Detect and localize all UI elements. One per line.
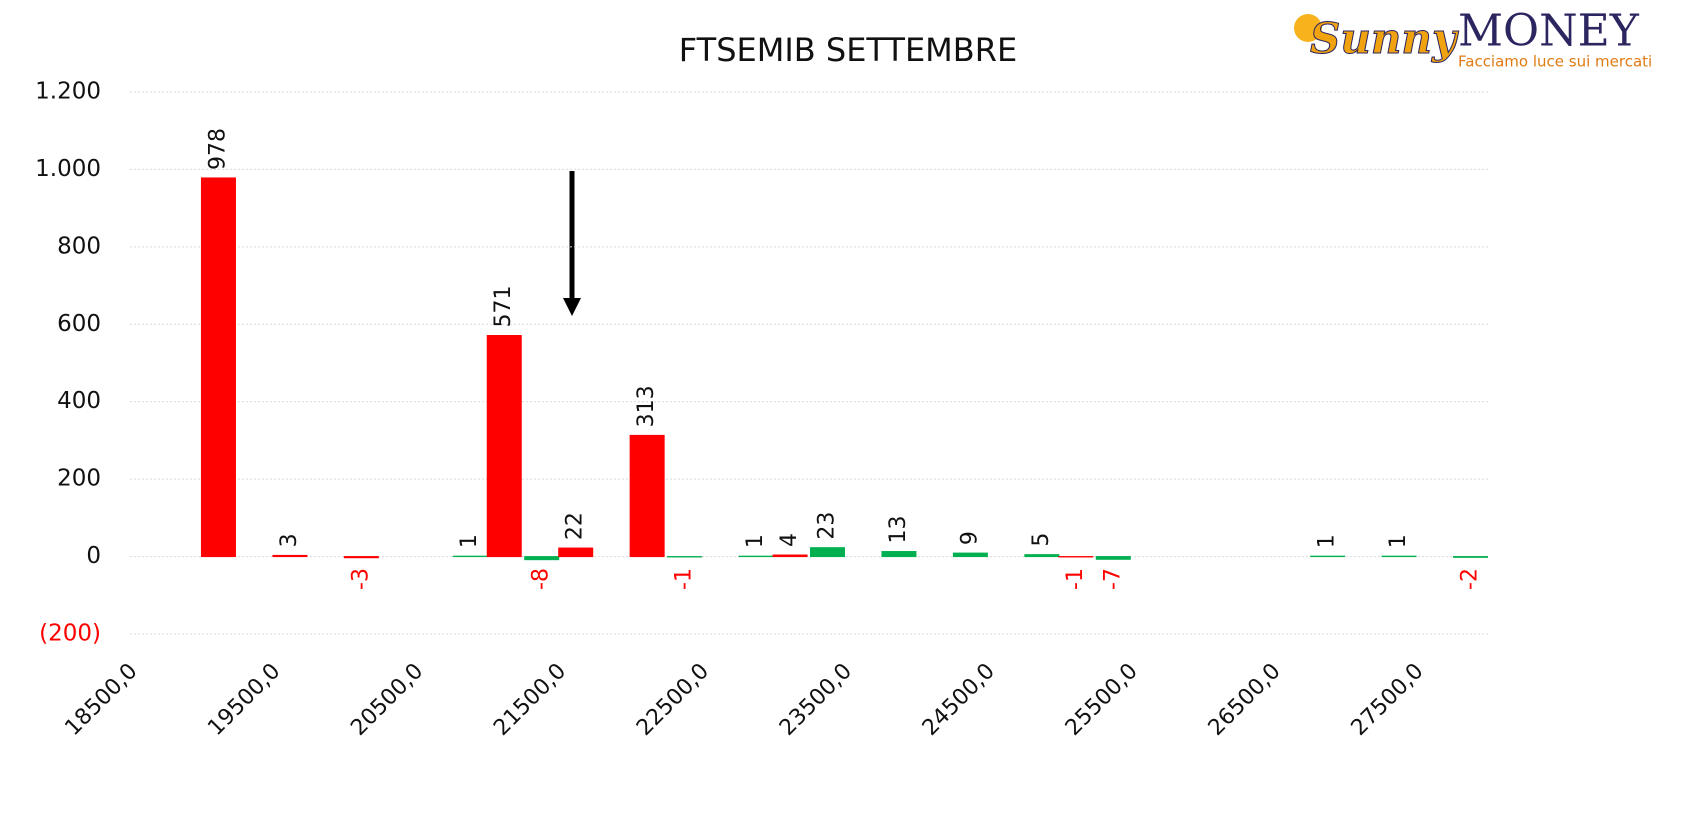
value-label: -3 [348, 568, 373, 590]
logo-brand: Sunny [1310, 14, 1459, 63]
value-label: 5 [1029, 533, 1054, 547]
arrow-head [563, 298, 581, 316]
bar [952, 552, 988, 558]
bar [629, 434, 665, 558]
value-label: 3 [277, 533, 302, 547]
value-label: 9 [957, 531, 982, 545]
value-label: -1 [1063, 568, 1088, 590]
value-label: 13 [886, 516, 911, 544]
value-label: -1 [672, 568, 697, 590]
value-label: 1 [743, 534, 768, 548]
bar [1095, 556, 1131, 560]
bar [558, 547, 594, 558]
value-label: 1 [1315, 534, 1340, 548]
value-label: -2 [1458, 568, 1483, 590]
y-tick-label: 1.000 [35, 156, 101, 182]
bar [772, 554, 808, 558]
y-tick-label: (200) [39, 621, 101, 647]
bar [343, 556, 379, 559]
bar [200, 177, 236, 558]
bar [486, 335, 522, 558]
value-label: 571 [491, 286, 516, 328]
y-tick-label: 600 [57, 311, 101, 337]
y-tick-label: 400 [57, 388, 101, 414]
y-tick-label: 800 [57, 233, 101, 259]
y-tick-label: 200 [57, 466, 101, 492]
bar [1024, 554, 1060, 558]
value-label: 1 [457, 534, 482, 548]
value-label: -7 [1100, 568, 1125, 590]
bar [524, 556, 560, 561]
y-tick-label: 1.200 [35, 79, 101, 105]
chart-title: FTSEMIB SETTEMBRE [679, 31, 1017, 69]
y-tick-label: 0 [86, 543, 101, 569]
bar [272, 554, 308, 558]
bar [881, 551, 917, 558]
value-label: 1 [1386, 534, 1411, 548]
arrow [563, 171, 581, 316]
bar [810, 547, 845, 558]
value-label: 313 [634, 385, 659, 427]
logo-sun [1294, 14, 1322, 42]
value-label: 22 [563, 512, 588, 540]
value-label: 978 [205, 128, 230, 170]
logo: Sunny MONEY Facciamo luce sui mercati [1294, 6, 1652, 71]
value-label: -8 [529, 568, 554, 590]
value-label: 23 [815, 512, 840, 540]
logo-name: MONEY [1458, 6, 1640, 57]
bar [1453, 556, 1489, 558]
value-label: 4 [777, 533, 802, 547]
logo-tagline: Facciamo luce sui mercati [1458, 53, 1652, 71]
